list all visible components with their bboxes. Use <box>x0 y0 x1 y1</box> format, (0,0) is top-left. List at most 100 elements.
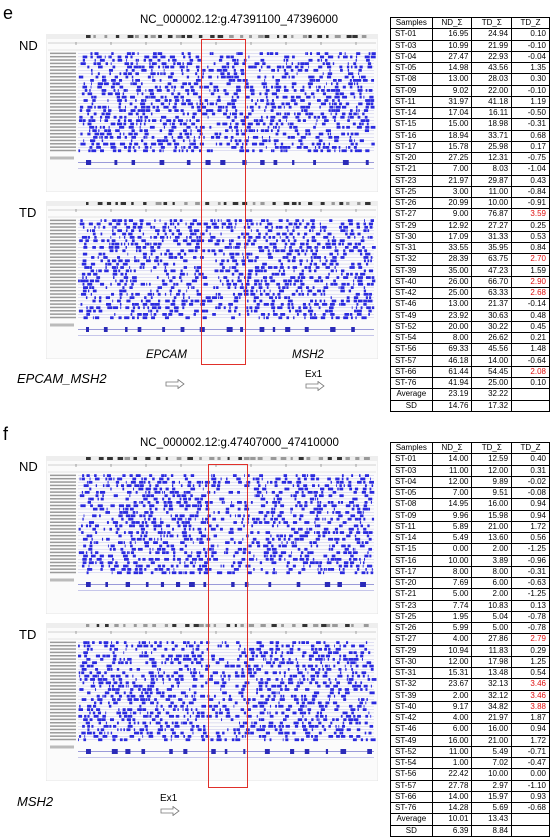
cell: ST-25 <box>390 610 433 624</box>
read-block <box>339 571 345 575</box>
read-block <box>282 95 288 99</box>
read-block <box>196 511 199 514</box>
read-block <box>160 704 163 708</box>
read-block <box>341 544 346 548</box>
read-block <box>289 674 293 678</box>
read-block <box>150 302 155 306</box>
read-block <box>358 102 363 106</box>
read-block <box>174 644 178 648</box>
read-block <box>295 474 298 477</box>
read-block <box>110 235 112 239</box>
cell: 0.94 <box>511 509 550 522</box>
read-block <box>332 115 337 119</box>
read-block <box>365 252 371 256</box>
exon-block <box>169 749 173 754</box>
read-block <box>124 105 126 109</box>
read-block <box>265 146 267 149</box>
read-block <box>132 146 135 149</box>
read-block <box>304 68 309 72</box>
read-block <box>144 480 146 484</box>
read-block <box>135 490 138 494</box>
read-block <box>281 239 286 243</box>
read-block <box>185 504 191 508</box>
table-row: ST-54 8.00 26.62 0.21 <box>390 331 550 345</box>
cell: 0.68 <box>511 129 550 142</box>
read-block <box>251 541 255 544</box>
read-block <box>102 735 108 738</box>
read-block <box>144 296 147 300</box>
read-block <box>266 554 268 558</box>
read-block <box>147 75 151 79</box>
read-block <box>86 306 88 310</box>
cell: 25.00 <box>431 286 473 300</box>
read-block <box>264 246 269 249</box>
table-row: ST-01 16.95 24.94 0.10 <box>390 28 550 41</box>
ideogram-band <box>198 35 203 38</box>
read-block <box>108 109 112 112</box>
read-block <box>153 647 157 651</box>
read-block <box>355 504 360 508</box>
read-block <box>266 65 271 69</box>
read-block <box>227 65 230 69</box>
read-block <box>134 105 137 109</box>
read-block <box>113 477 115 481</box>
read-block <box>194 272 196 276</box>
read-block <box>324 256 327 259</box>
read-block <box>248 564 251 568</box>
read-block <box>286 119 287 122</box>
read-block <box>310 256 313 259</box>
read-block <box>270 119 275 122</box>
ideogram-band <box>229 35 234 38</box>
read-block <box>173 554 176 558</box>
read-block <box>368 651 371 655</box>
exon-block <box>180 327 185 332</box>
cell: 21.97 <box>431 174 473 187</box>
read-block <box>363 480 366 484</box>
read-block <box>116 527 120 531</box>
read-block <box>122 708 126 711</box>
read-block <box>83 738 87 742</box>
read-block <box>97 497 99 501</box>
read-block <box>157 72 160 76</box>
read-block <box>267 249 270 253</box>
ideogram-band <box>195 202 200 205</box>
read-block <box>150 249 156 253</box>
read-block <box>135 564 138 568</box>
read-block <box>244 232 250 236</box>
ideogram-band <box>209 457 215 460</box>
read-block <box>315 561 319 565</box>
read-block <box>213 490 216 494</box>
read-block <box>119 714 122 718</box>
read-block <box>357 480 362 484</box>
read-block <box>187 668 190 671</box>
read-block <box>96 142 100 146</box>
read-block <box>330 313 335 316</box>
read-block <box>100 149 104 153</box>
read-block <box>350 514 356 518</box>
read-block <box>255 517 260 521</box>
read-block <box>299 554 302 558</box>
read-block <box>327 568 331 571</box>
read-block <box>250 501 253 504</box>
read-block <box>269 296 274 300</box>
sample-name <box>50 715 76 717</box>
read-block <box>100 119 102 122</box>
read-block <box>200 641 203 644</box>
read-block <box>277 68 280 72</box>
read-block <box>223 112 227 116</box>
read-block <box>235 122 239 126</box>
read-block <box>348 112 353 116</box>
read-block <box>168 313 173 316</box>
read-block <box>294 129 299 133</box>
cell: ST-42 <box>390 286 433 300</box>
read-block <box>194 249 198 253</box>
read-block <box>187 112 189 116</box>
read-block <box>281 711 285 715</box>
read-block <box>319 55 325 59</box>
read-block <box>78 527 81 531</box>
read-block <box>213 511 215 514</box>
table-row: ST-05 14.98 43.56 1.35 <box>390 61 550 75</box>
read-block <box>206 225 211 229</box>
read-block <box>188 146 191 149</box>
read-block <box>139 125 141 129</box>
